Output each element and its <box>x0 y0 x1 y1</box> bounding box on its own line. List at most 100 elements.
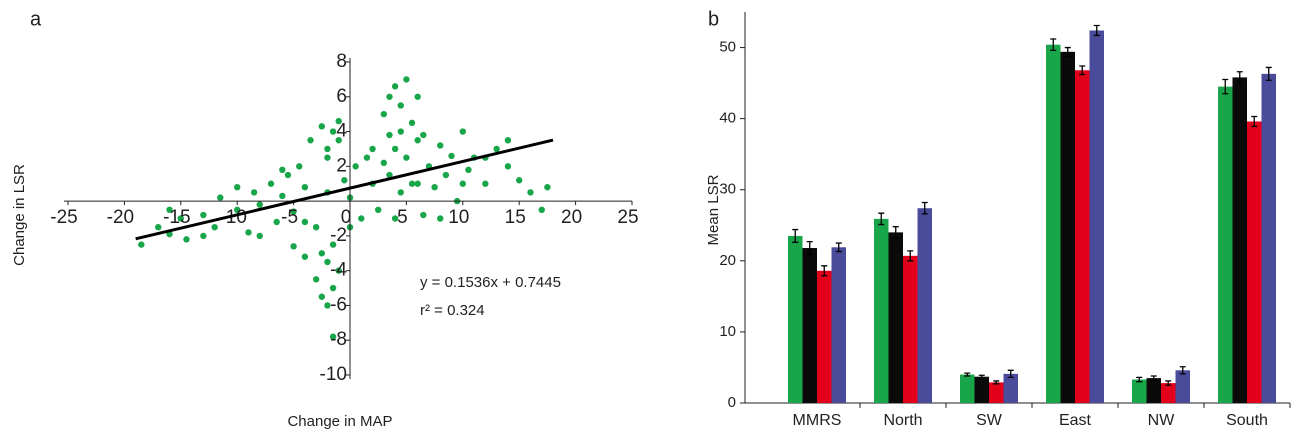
point <box>544 184 551 191</box>
bar <box>1175 370 1190 403</box>
point <box>284 171 292 179</box>
x-tick-label: East <box>1059 412 1092 429</box>
point <box>200 232 207 240</box>
point <box>329 128 337 135</box>
y-tick-label: 8 <box>336 51 347 72</box>
point <box>329 333 337 340</box>
y-tick-label: -8 <box>330 329 347 350</box>
point <box>318 123 325 130</box>
point <box>273 218 280 226</box>
bar <box>917 208 932 403</box>
error-bar <box>1165 380 1172 386</box>
panel-label: a <box>30 8 42 30</box>
point <box>391 145 399 153</box>
bar <box>1075 70 1090 403</box>
bar <box>888 232 903 403</box>
point <box>386 131 393 139</box>
point <box>465 166 472 174</box>
bar <box>817 270 832 403</box>
x-tick-label: -20 <box>107 207 134 228</box>
point <box>335 267 342 274</box>
point <box>437 215 444 222</box>
error-bar <box>878 212 885 226</box>
fit-line <box>135 138 554 241</box>
x-tick-label: 15 <box>505 207 526 228</box>
error-bar <box>993 380 1000 385</box>
point <box>256 201 263 208</box>
bar <box>1232 77 1247 404</box>
y-tick-label: 0 <box>728 394 736 411</box>
bar <box>1218 86 1233 404</box>
point <box>307 137 314 144</box>
error-bar <box>1236 71 1243 84</box>
point <box>380 159 388 167</box>
error-bar <box>921 201 928 215</box>
point <box>352 163 359 170</box>
panel-label: b <box>708 8 719 30</box>
error-bar <box>1265 66 1272 81</box>
point <box>318 250 325 257</box>
x-tick-label: -5 <box>281 207 298 228</box>
point <box>538 206 545 214</box>
error-bar <box>964 372 971 377</box>
point <box>504 137 512 144</box>
point <box>397 189 404 196</box>
point <box>386 93 393 100</box>
point <box>301 184 309 191</box>
point <box>234 184 241 191</box>
error-bar <box>1179 366 1186 375</box>
x-tick-label: NW <box>1148 412 1176 429</box>
point <box>391 83 399 90</box>
point <box>397 128 404 135</box>
y-tick-label: 20 <box>719 252 736 269</box>
point <box>403 76 410 83</box>
point <box>155 223 162 231</box>
point <box>301 253 309 260</box>
bar <box>1089 30 1104 403</box>
error-bar <box>1079 65 1086 76</box>
point <box>256 232 263 240</box>
bar <box>874 218 889 403</box>
point <box>482 180 489 187</box>
bar <box>788 235 803 403</box>
error-bar <box>978 374 985 379</box>
point <box>138 241 145 248</box>
point <box>329 241 337 248</box>
y-tick-label: -10 <box>320 364 347 385</box>
x-axis-label: Change in MAP <box>287 413 392 430</box>
point <box>234 206 241 214</box>
error-bar <box>1222 78 1229 95</box>
bar <box>1247 121 1262 403</box>
point <box>200 211 207 219</box>
y-tick-label: 30 <box>719 181 736 198</box>
x-tick-label: North <box>883 412 922 429</box>
bar <box>989 382 1004 403</box>
y-axis-label: Change in LSR <box>11 164 28 266</box>
y-tick-label: 40 <box>719 110 736 127</box>
point <box>375 206 382 214</box>
x-tick-label: -25 <box>50 207 77 228</box>
x-tick-label: SW <box>976 412 1003 429</box>
bar <box>974 376 989 403</box>
error-bar <box>1251 115 1258 128</box>
bar <box>1046 44 1061 404</box>
bar <box>1146 378 1161 403</box>
point <box>250 189 258 196</box>
point <box>363 154 371 161</box>
y-tick-label: -4 <box>330 260 347 281</box>
bar <box>1060 51 1075 403</box>
point <box>459 128 466 135</box>
point <box>391 215 399 222</box>
y-tick-label: 6 <box>336 86 347 107</box>
bar <box>1161 383 1176 403</box>
point <box>279 166 286 174</box>
point <box>403 154 410 161</box>
point <box>166 206 173 214</box>
x-tick-label: 20 <box>561 207 582 228</box>
error-bar <box>835 242 842 253</box>
point <box>341 177 348 184</box>
point <box>324 145 331 153</box>
point <box>369 145 376 153</box>
point <box>448 152 455 160</box>
point <box>408 180 416 187</box>
